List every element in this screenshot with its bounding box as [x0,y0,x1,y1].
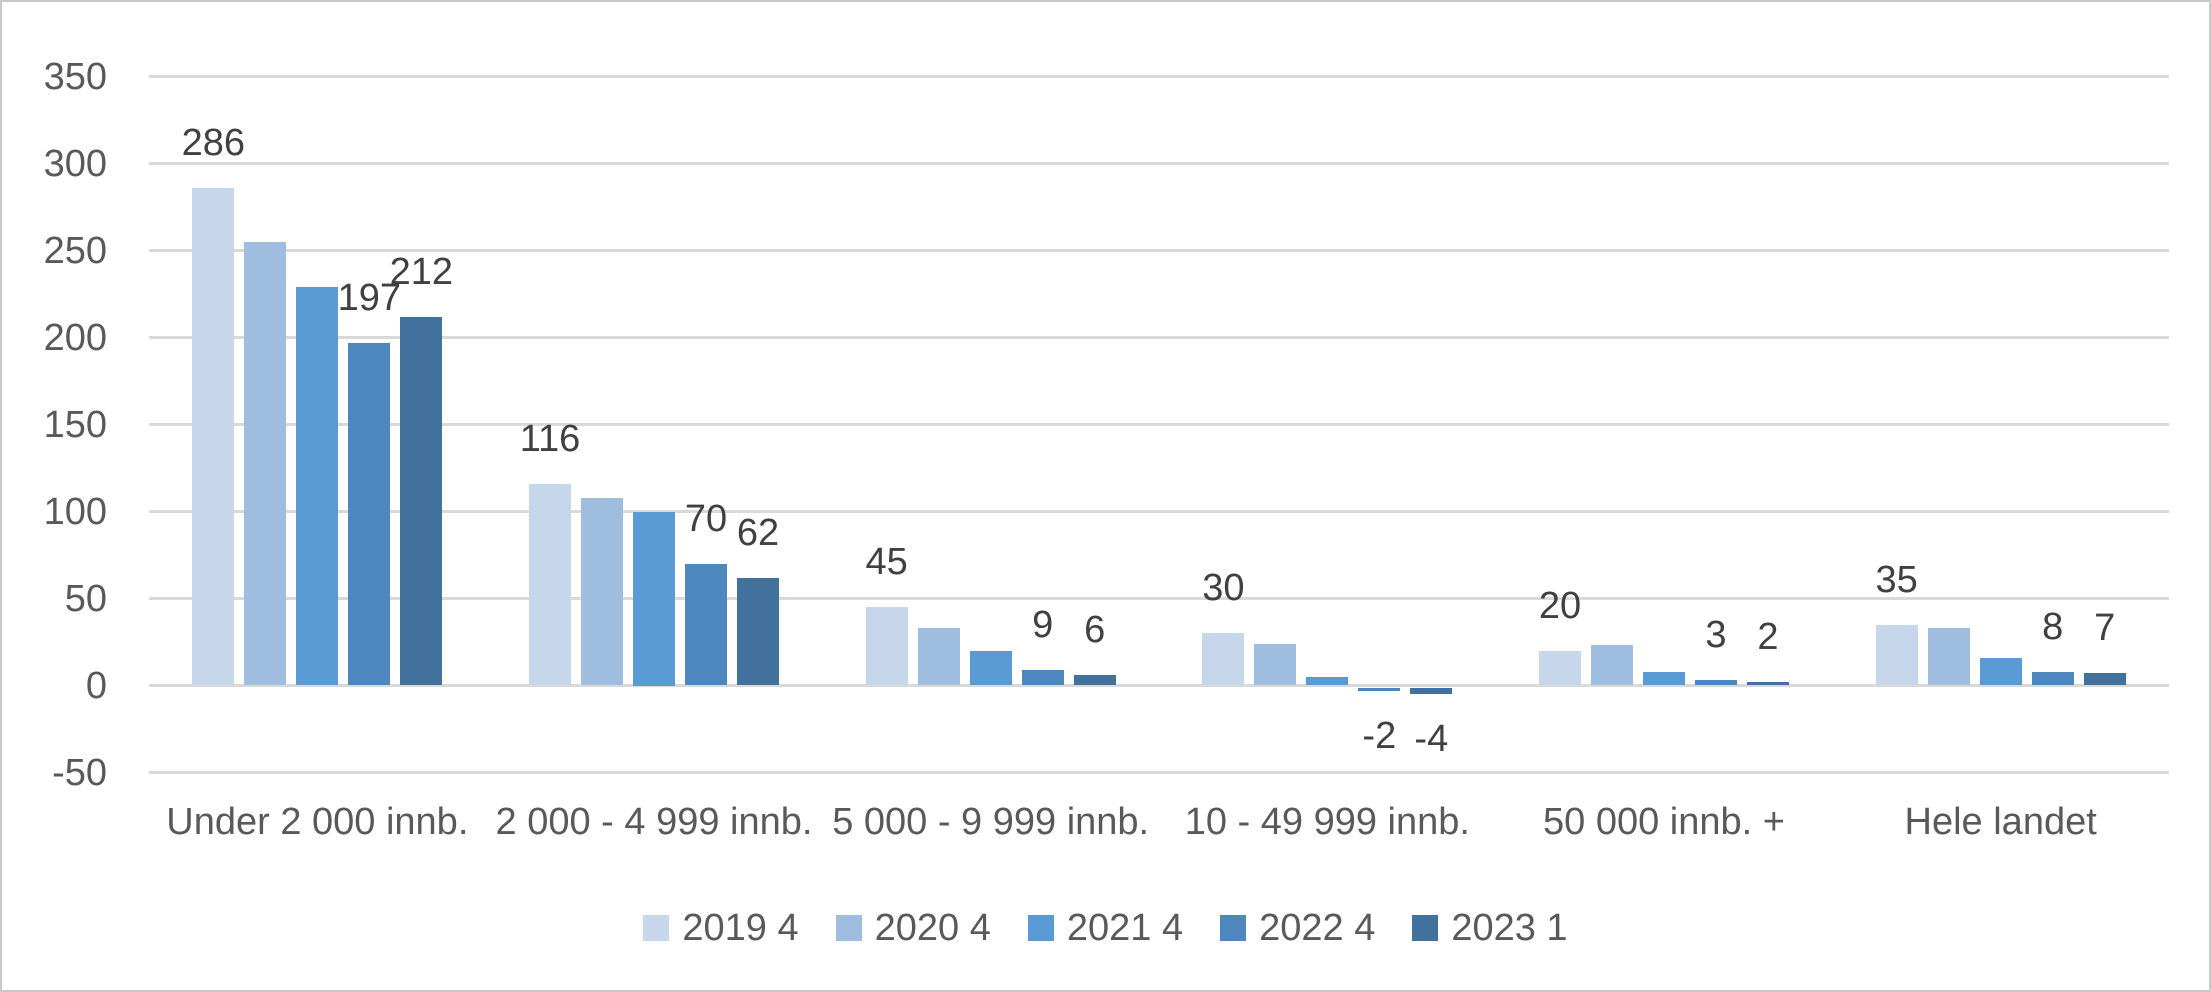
legend-item-label: 2022 4 [1259,907,1376,949]
bar-2021-4-cat5 [1643,671,1685,686]
bar-value-label: 30 [1202,567,1245,610]
bar-2021-4-cat3 [969,650,1012,686]
legend-swatch-icon [1027,915,1054,941]
legend-swatch-icon [835,915,862,941]
gridline-350 [149,75,2169,78]
bar-value-label: 212 [389,250,454,293]
gridline-300 [149,162,2169,165]
bar-2019-4-cat4 [1202,633,1245,686]
y-axis-tick--50: -50 [52,751,107,794]
legend-item-label: 2021 4 [1066,907,1184,949]
bar-value-label: 35 [1875,558,1918,601]
x-category-label-5: 50 000 innb. + [1543,801,1785,843]
legend-item-label: 2019 4 [682,907,799,949]
legend-item-2022-4: 2022 4 [1220,905,1375,951]
gridline-250 [149,249,2169,252]
bar-2023-1-cat3 [1073,675,1116,686]
bar-value-label: 3 [1705,614,1727,657]
gridline--50 [149,771,2169,774]
legend-item-2020-4: 2020 4 [835,905,991,951]
y-axis-tick-100: 100 [43,490,107,533]
gridline-150 [149,423,2169,426]
y-axis-tick-200: 200 [43,316,107,359]
legend-item-label: 2020 4 [874,907,991,949]
bar-value-label: 6 [1084,609,1106,652]
legend-item-2021-4: 2021 4 [1027,905,1184,951]
legend-swatch-icon [1412,915,1439,941]
bar-value-label: -2 [1362,714,1397,757]
bar-2023-1-cat4 [1410,687,1453,695]
bar-2023-1-cat1 [400,316,443,686]
x-category-label-6: Hele landet [1904,801,2097,843]
bar-value-label: 7 [2094,607,2116,650]
bar-2021-4-cat2 [633,511,675,686]
legend-item-2019-4: 2019 4 [643,905,799,951]
bar-2022-4-cat1 [348,342,391,686]
bar-2022-4-cat3 [1021,669,1064,686]
bar-2019-4-cat2 [529,483,571,686]
bar-value-label: 2 [1757,616,1779,659]
bar-value-label: 62 [736,511,780,554]
legend-item-label: 2023 1 [1451,907,1568,949]
y-axis-tick-250: 250 [43,229,107,272]
bar-2020-4-cat2 [581,497,623,686]
legend-swatch-icon [643,915,670,941]
y-axis-tick-150: 150 [43,403,107,446]
x-category-label-2: 2 000 - 4 999 innb. [495,801,813,843]
bar-2021-4-cat4 [1306,676,1349,686]
bar-value-label: 286 [181,121,246,164]
y-axis-tick-300: 300 [43,142,107,185]
gridline-100 [149,510,2169,513]
bar-2022-4-cat6 [2031,671,2074,686]
x-category-label-4: 10 - 49 999 innb. [1184,801,1470,843]
bar-value-label: 9 [1032,603,1054,646]
y-axis-tick-0: 0 [85,664,107,707]
bar-value-label: -4 [1414,718,1449,761]
y-axis-tick-350: 350 [43,55,107,98]
bar-2022-4-cat2 [685,563,727,686]
bar-2020-4-cat4 [1254,643,1297,686]
bar-2019-4-cat3 [865,607,908,686]
bar-2021-4-cat1 [296,287,339,686]
bar-2020-4-cat6 [1927,628,1970,686]
bar-2023-1-cat6 [2083,673,2126,686]
bar-2022-4-cat5 [1695,680,1737,686]
gridline-200 [149,336,2169,339]
legend-item-2023-1: 2023 1 [1412,905,1568,951]
y-axis-tick-50: 50 [64,577,107,620]
bar-value-label: 20 [1538,584,1582,627]
gridline-50 [149,597,2169,600]
bar-2023-1-cat2 [737,577,779,686]
bar-2020-4-cat3 [917,628,960,686]
bar-value-label: 70 [684,497,728,540]
bar-2023-1-cat5 [1747,682,1789,686]
bar-value-label: 8 [2042,605,2064,648]
bar-2021-4-cat6 [1979,657,2022,686]
legend: 2019 4 2020 4 2021 4 2022 4 2023 1 [2,900,2209,956]
gridline-0 [149,684,2169,687]
bar-2019-4-cat5 [1539,650,1581,686]
bar-2020-4-cat1 [244,241,287,686]
bar-value-label: 45 [865,541,908,584]
legend-swatch-icon [1220,915,1247,941]
bar-value-label: 197 [337,276,402,319]
x-category-label-3: 5 000 - 9 999 innb. [832,801,1150,843]
bar-2020-4-cat5 [1591,645,1633,686]
bar-2019-4-cat1 [192,187,235,686]
bar-2022-4-cat4 [1358,687,1401,691]
bar-2019-4-cat6 [1875,624,1918,686]
x-category-label-1: Under 2 000 innb. [166,801,469,843]
bar-value-label: 116 [519,417,581,460]
